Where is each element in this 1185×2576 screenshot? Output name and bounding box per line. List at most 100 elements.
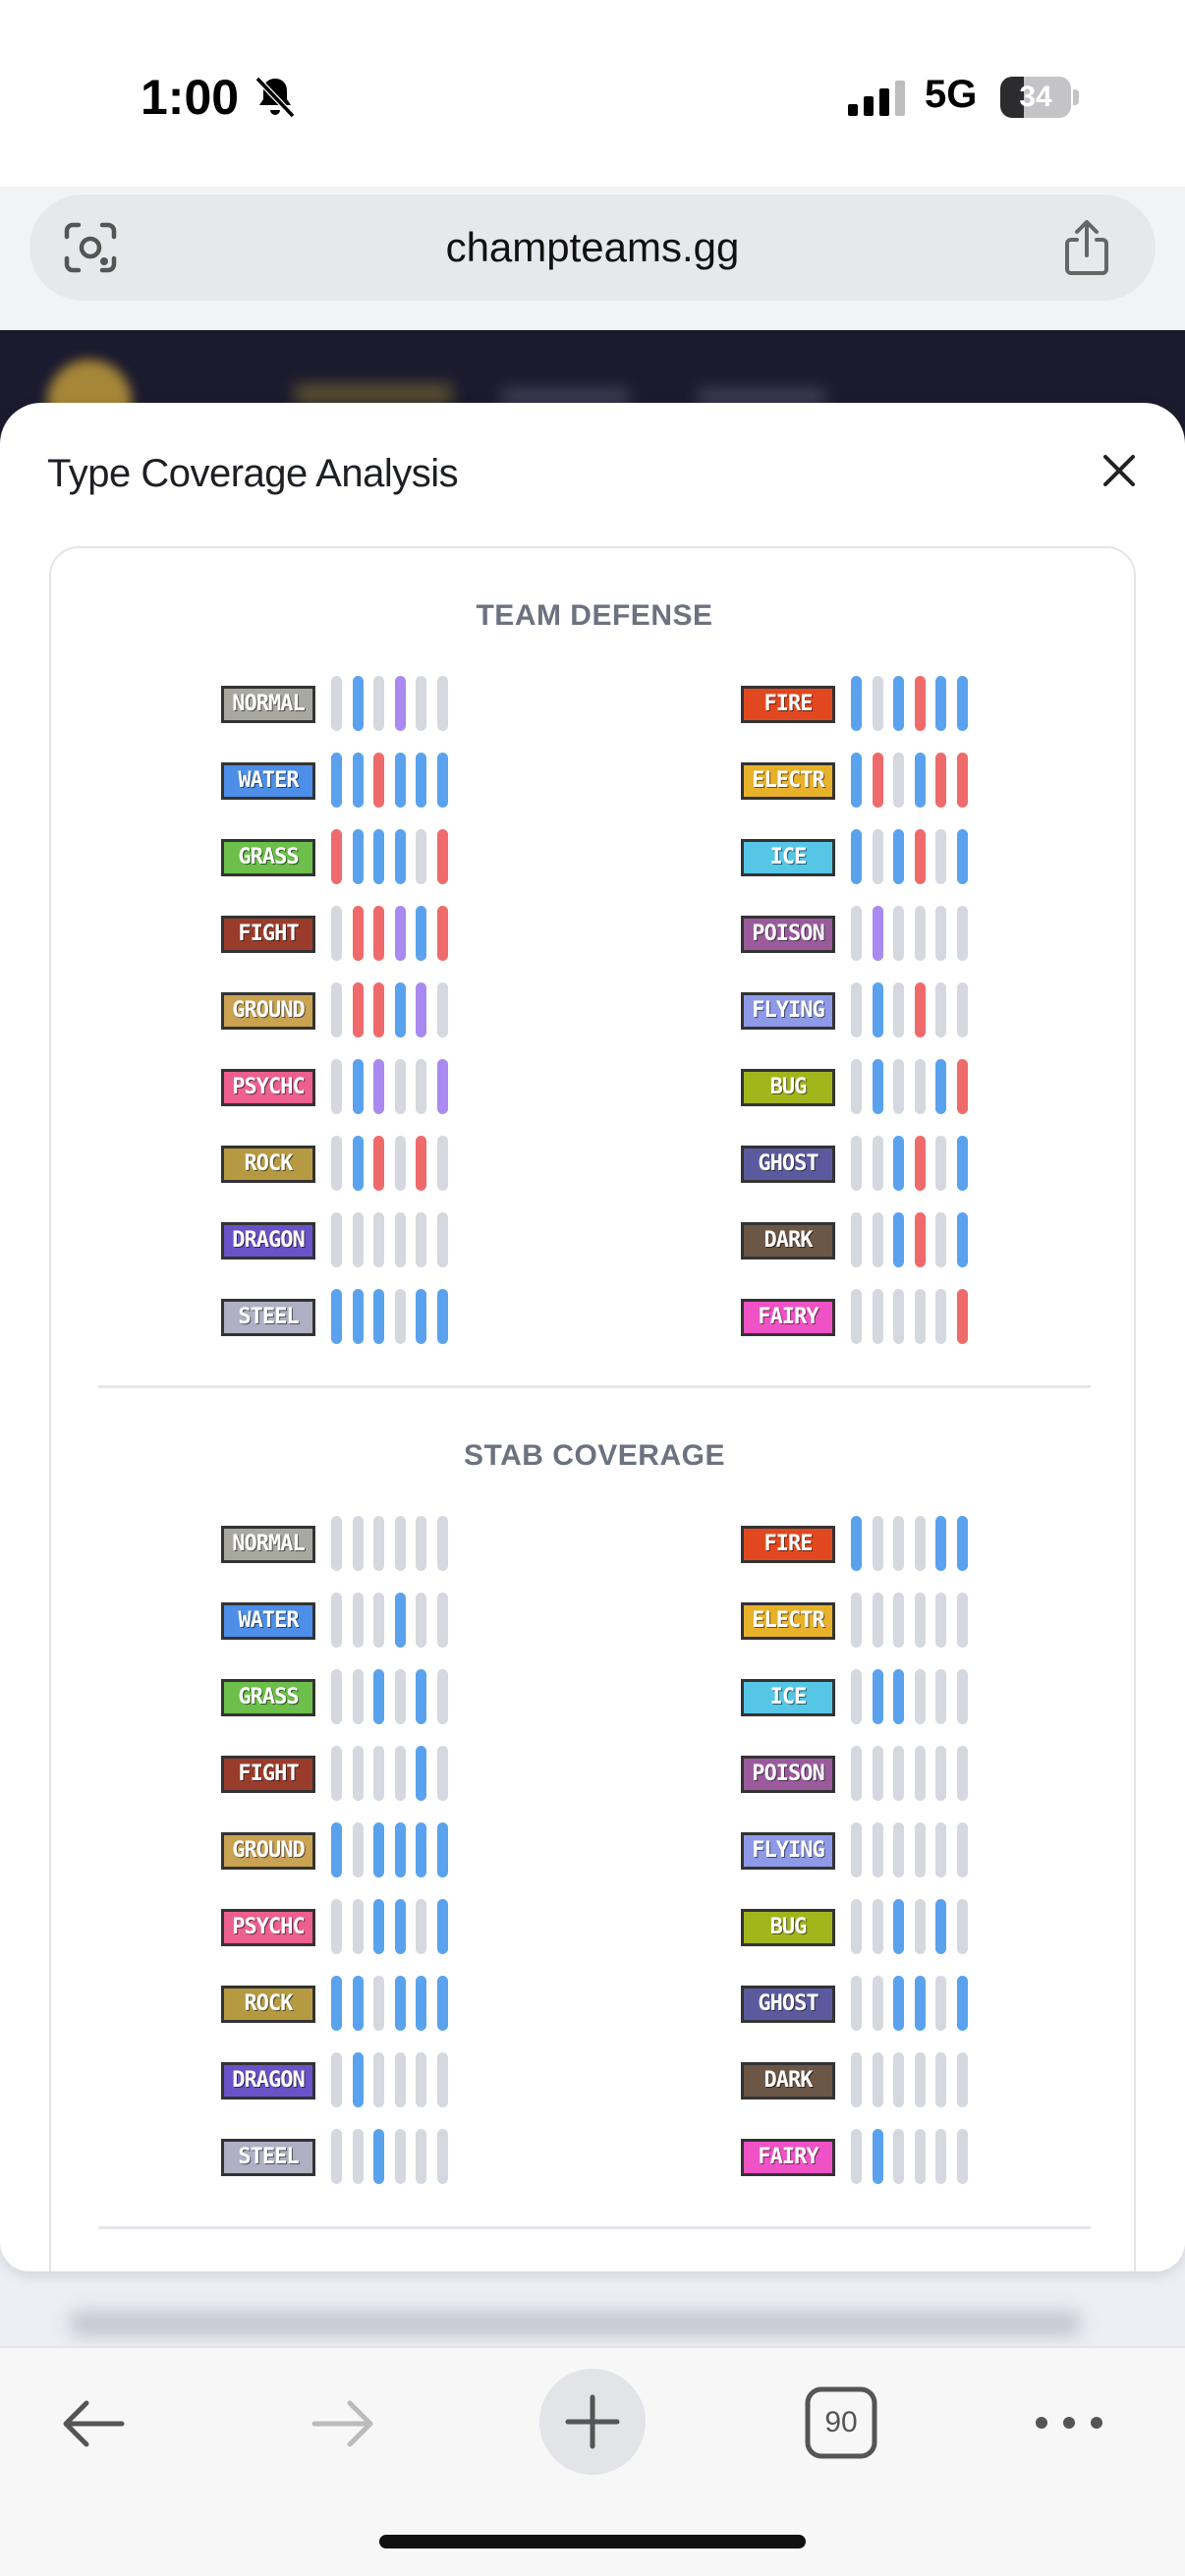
coverage-bar (893, 829, 905, 884)
type-row-fire: FIRE (741, 676, 977, 731)
stab-coverage-section: STAB COVERAGE NORMAL WATER GRASS FIGHT GROUN… (51, 1388, 1138, 2233)
coverage-bar (957, 982, 968, 1037)
coverage-bar (872, 2052, 883, 2107)
coverage-bar (851, 1822, 862, 1877)
coverage-bar (914, 1212, 926, 1267)
coverage-bar (416, 1593, 427, 1648)
coverage-bar (935, 1593, 947, 1648)
type-row-dark: DARK (741, 2052, 977, 2107)
type-row-poison: POISON (741, 906, 977, 961)
coverage-bar (437, 1059, 448, 1114)
coverage-bar (331, 1212, 342, 1267)
type-row-ice: ICE (741, 1669, 977, 1724)
type-row-poison: POISON (741, 1746, 977, 1801)
coverage-bar (394, 2052, 406, 2107)
coverage-bar (373, 1593, 385, 1648)
coverage-bars (851, 1516, 969, 1571)
type-row-ground: GROUND (221, 982, 457, 1037)
coverage-bar (331, 982, 342, 1037)
coverage-bar (851, 2052, 862, 2107)
coverage-bar (893, 676, 905, 731)
coverage-bar (373, 676, 385, 731)
coverage-bar (957, 829, 968, 884)
coverage-bars (331, 676, 449, 731)
type-badge-ghost: GHOST (741, 1986, 835, 2023)
coverage-bar (394, 1669, 406, 1724)
coverage-bar (893, 753, 905, 808)
arrow-right-icon[interactable] (307, 2387, 379, 2460)
coverage-bar (416, 906, 427, 961)
type-row-ghost: GHOST (741, 1136, 977, 1191)
coverage-bar (851, 1516, 862, 1571)
coverage-bars (851, 1059, 969, 1114)
type-badge-dark: DARK (741, 2062, 835, 2100)
type-badge-normal: NORMAL (221, 1526, 315, 1563)
coverage-bar (352, 906, 364, 961)
coverage-bar (437, 829, 448, 884)
ellipsis-icon[interactable] (1030, 2403, 1108, 2442)
coverage-bar (914, 1746, 926, 1801)
coverage-bar (872, 1289, 883, 1344)
coverage-bars (331, 829, 449, 884)
coverage-bar (957, 1822, 968, 1877)
coverage-bar (373, 2129, 385, 2184)
type-badge-fight: FIGHT (221, 916, 315, 953)
type-badge-ghost: GHOST (741, 1146, 835, 1183)
type-badge-dragon: DRAGON (221, 2062, 315, 2100)
type-row-fight: FIGHT (221, 1746, 457, 1801)
battery-percent: 34 (1019, 81, 1052, 113)
coverage-bar (957, 1669, 968, 1724)
coverage-bar (893, 1212, 905, 1267)
type-row-water: WATER (221, 753, 457, 808)
coverage-bar (437, 753, 448, 808)
coverage-bar (416, 1289, 427, 1344)
coverage-bar (437, 2052, 448, 2107)
type-coverage-sheet: Type Coverage Analysis TEAM DEFENSE NORM… (0, 403, 1185, 2271)
camera-lens-icon[interactable] (63, 221, 118, 274)
type-badge-fire: FIRE (741, 686, 835, 723)
coverage-bars (851, 982, 969, 1037)
coverage-bars (331, 1289, 449, 1344)
coverage-bar (872, 1136, 883, 1191)
coverage-bar (851, 1136, 862, 1191)
coverage-bar (914, 1976, 926, 2031)
coverage-bar (352, 2052, 364, 2107)
status-time: 1:00 (141, 70, 240, 125)
coverage-bar (872, 829, 883, 884)
coverage-bar (373, 753, 385, 808)
coverage-bar (893, 1899, 905, 1954)
coverage-bar (851, 753, 862, 808)
share-icon[interactable] (1057, 218, 1116, 277)
coverage-bar (416, 829, 427, 884)
type-badge-fairy: FAIRY (741, 2139, 835, 2176)
coverage-bar (872, 1669, 883, 1724)
coverage-bar (416, 1212, 427, 1267)
coverage-bar (373, 1899, 385, 1954)
url-text[interactable]: champteams.gg (445, 224, 740, 270)
coverage-bar (352, 1289, 364, 1344)
close-icon[interactable] (1097, 448, 1142, 493)
coverage-bar (437, 1746, 448, 1801)
type-row-electric: ELECTR (741, 753, 977, 808)
coverage-bar (331, 676, 342, 731)
coverage-bar (373, 2052, 385, 2107)
coverage-bar (935, 906, 947, 961)
url-bar[interactable]: champteams.gg (29, 195, 1156, 301)
type-row-normal: NORMAL (221, 1516, 457, 1571)
tabs-icon[interactable]: 90 (804, 2385, 878, 2460)
coverage-bar (893, 2129, 905, 2184)
coverage-bar (935, 2052, 947, 2107)
coverage-bars (851, 1669, 969, 1724)
coverage-bar (914, 1669, 926, 1724)
coverage-bars (331, 2129, 449, 2184)
arrow-left-icon[interactable] (57, 2387, 130, 2460)
coverage-bar (893, 1059, 905, 1114)
coverage-bar (851, 1899, 862, 1954)
type-row-psychic: PSYCHC (221, 1059, 457, 1114)
coverage-bar (893, 1516, 905, 1571)
coverage-bar (352, 1136, 364, 1191)
plus-icon[interactable] (538, 2368, 647, 2476)
coverage-bars (331, 2052, 449, 2107)
coverage-bar (914, 1822, 926, 1877)
coverage-bar (935, 1899, 947, 1954)
